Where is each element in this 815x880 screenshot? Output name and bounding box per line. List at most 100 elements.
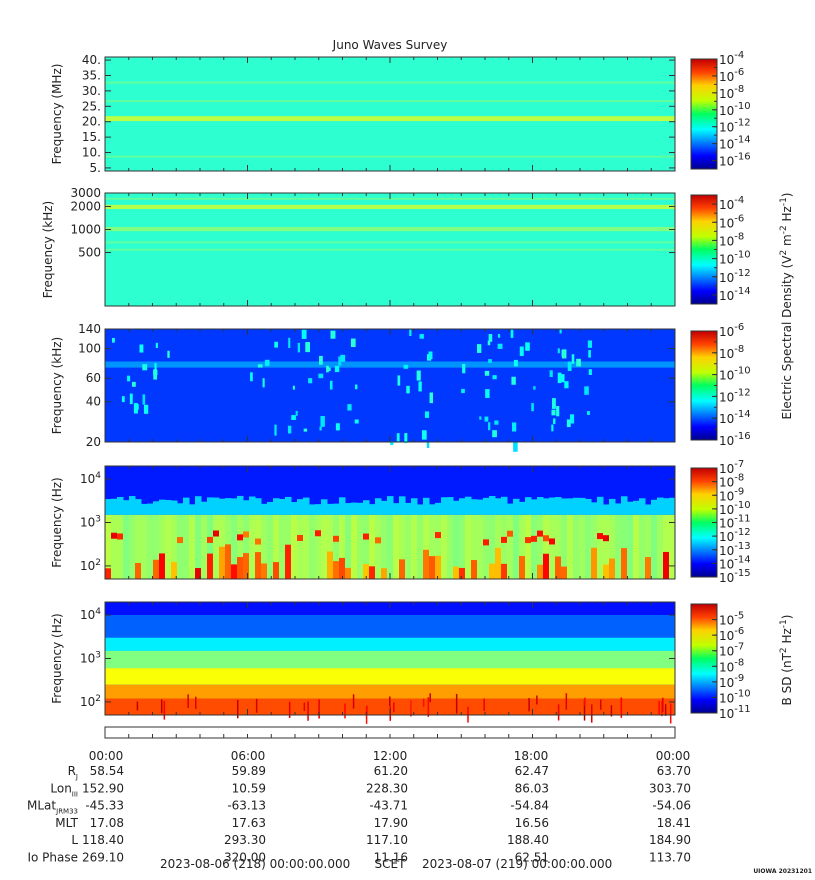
hiss-band [267, 501, 274, 515]
colorbar-tick-label: 10-8 [719, 84, 744, 101]
intense-emission [561, 566, 568, 579]
intense-emission [453, 566, 460, 579]
intense-emission [345, 567, 352, 579]
hiss-band [567, 514, 574, 579]
time-axis: 00:00 06:00 12:00 18:00 00:00 [89, 726, 690, 763]
hiss-band [627, 514, 634, 579]
hiss-band [627, 501, 634, 515]
burst-streak [154, 363, 157, 372]
burst-streak [335, 423, 340, 431]
burst-streak [404, 433, 408, 444]
hiss-band [363, 500, 370, 515]
burst-streak [143, 404, 149, 414]
intense-emission [620, 697, 623, 718]
burst-streak [274, 424, 277, 436]
burst-streak [327, 367, 331, 372]
hiss-band [615, 503, 622, 515]
burst-streak [566, 419, 571, 428]
colorbar-tick-label: 10-10 [719, 688, 751, 705]
ephemeris-value: 58.54 [90, 764, 124, 778]
burst-streak [319, 426, 322, 431]
burst-streak [403, 364, 409, 369]
hiss-band [297, 514, 304, 579]
spectral-band [105, 650, 675, 669]
y-tick-exponent: 4 [95, 607, 101, 617]
intense-emission [543, 535, 550, 542]
hiss-band [405, 502, 412, 515]
hiss-band [429, 514, 436, 579]
intense-emission [489, 563, 496, 579]
burst-streak [588, 350, 591, 358]
ephemeris-value: 10.59 [232, 781, 266, 795]
hiss-band [165, 500, 172, 515]
colorbar-tick-label: 10-9 [719, 673, 744, 690]
hiss-band [171, 500, 178, 515]
colorbar-tick-label: 10-8 [719, 231, 744, 248]
intense-emission [255, 538, 262, 545]
hiss-band [549, 497, 556, 515]
colorbar-tick-exponent: -6 [734, 67, 744, 78]
colorbar-tick-exponent: -10 [734, 250, 750, 261]
y-tick-label: 1000 [70, 222, 101, 236]
hiss-band [651, 499, 658, 515]
hiss-band [411, 514, 418, 579]
intense-emission [366, 705, 368, 715]
hiss-band [291, 502, 298, 515]
hiss-band [279, 498, 286, 515]
hiss-band [249, 496, 256, 515]
colorbar-tick-exponent: -14 [734, 135, 750, 146]
hiss-band [495, 498, 502, 515]
burst-streak [421, 430, 427, 440]
burst-streak [497, 343, 503, 349]
hiss-band [561, 498, 568, 515]
hiss-band [417, 504, 424, 515]
hiss-band [321, 514, 328, 579]
hiss-band [285, 496, 292, 515]
hiss-band [525, 497, 532, 515]
ephemeris-row-label: Io Phase [27, 851, 78, 865]
burst-streak [397, 375, 401, 386]
label-exponent: -1 [779, 197, 789, 206]
hiss-band [489, 496, 496, 515]
hiss-band [231, 498, 238, 515]
y-tick-label: 20 [86, 435, 101, 449]
intense-emission [243, 553, 250, 579]
ephemeris-row-subscript: JRM33 [55, 808, 78, 816]
colorbar-tick-exponent: -8 [734, 473, 744, 484]
hiss-band [429, 504, 436, 515]
intense-emission [591, 547, 598, 579]
emission-band [105, 204, 675, 210]
hiss-band [597, 514, 604, 579]
intense-emission [427, 697, 430, 717]
burst-streak [396, 433, 400, 442]
hiss-band [513, 514, 520, 579]
ephemeris-value: 17.63 [232, 816, 266, 830]
ephemeris-value: 113.70 [649, 851, 691, 865]
colorbar-tick-exponent: -12 [734, 118, 750, 129]
burst-streak [287, 425, 292, 434]
y-tick-exponent: 3 [95, 515, 101, 525]
end-time: 2023-08-07 (219) 00:00:00.000 [422, 857, 612, 871]
intense-emission [537, 530, 544, 537]
colorbar-tick-label: 10-11 [719, 704, 751, 721]
hiss-band [465, 514, 472, 579]
hiss-band [621, 514, 628, 579]
hiss-band [639, 498, 646, 515]
label-text: Electric Spectral Density (V [780, 255, 794, 420]
ephemeris-value: -45.33 [85, 799, 124, 813]
burst-streak [303, 428, 308, 432]
intense-emission [187, 694, 189, 708]
colorbar-tick-label: 10-12 [719, 268, 751, 285]
intense-emission [160, 699, 163, 714]
spectrogram-5 [105, 602, 675, 724]
hiss-band [387, 514, 394, 579]
colorbar-tick-exponent: -6 [734, 322, 744, 333]
colorbar-tick-exponent: -15 [734, 568, 750, 579]
label-exponent: -1 [779, 619, 789, 628]
intense-emission [429, 693, 431, 703]
hiss-band [243, 500, 250, 515]
hiss-band [477, 499, 484, 515]
hiss-band [447, 514, 454, 579]
hiss-band [669, 497, 676, 515]
